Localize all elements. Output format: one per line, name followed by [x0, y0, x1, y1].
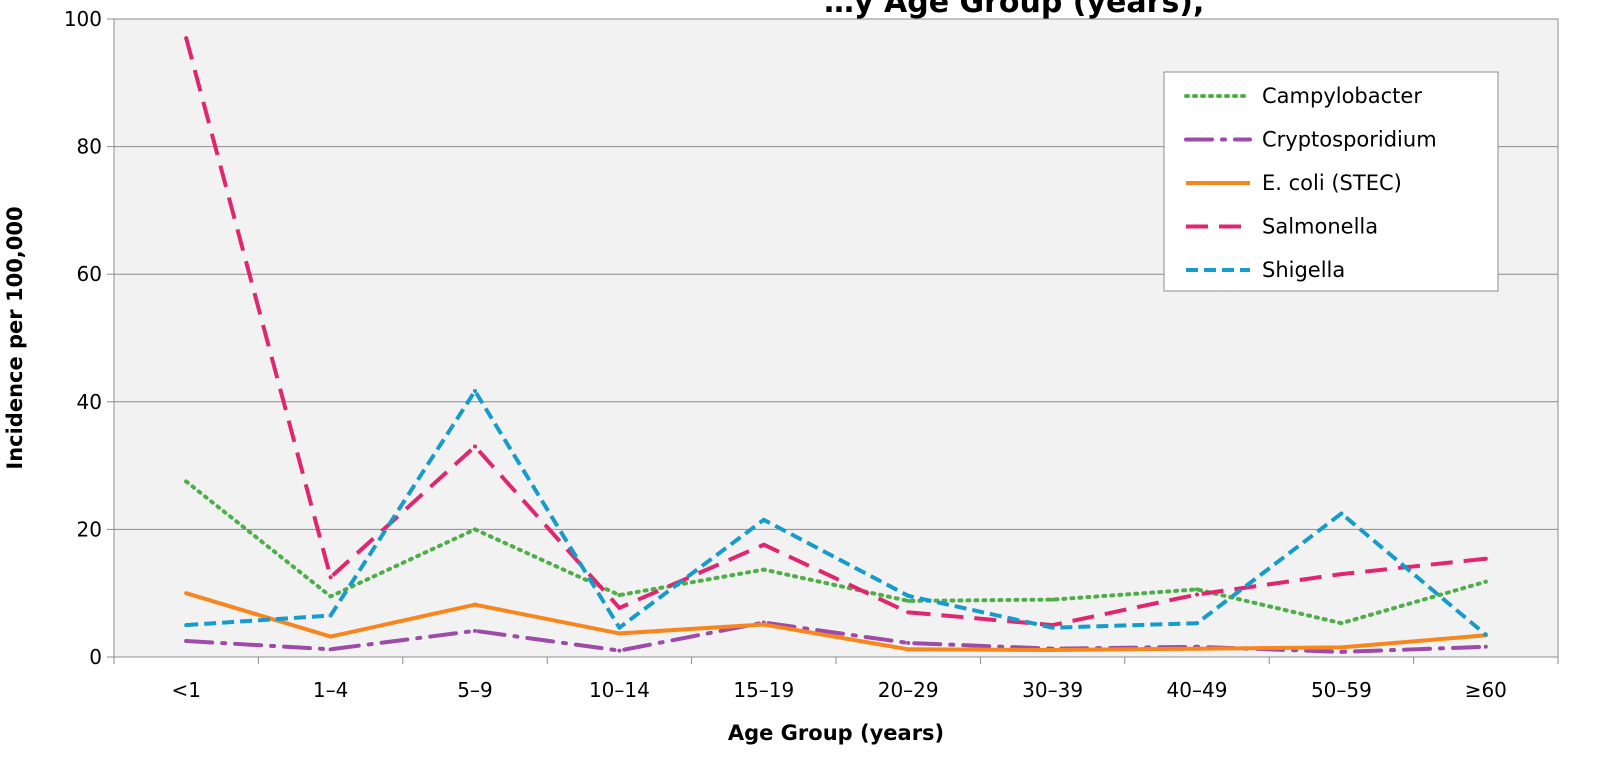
data-point — [1339, 649, 1344, 654]
x-tick-label: 15–19 — [733, 678, 794, 702]
y-axis-title: Incidence per 100,000 — [3, 206, 27, 469]
legend-label: Cryptosporidium — [1262, 128, 1437, 152]
data-point — [1483, 632, 1488, 637]
data-point — [617, 631, 622, 636]
data-point — [1050, 597, 1055, 602]
legend: Campylobacter Cryptosporidium E. coli (STE… — [1163, 71, 1499, 292]
y-tick-label: 20 — [77, 517, 102, 541]
data-point — [328, 647, 333, 652]
legend-label: Campylobacter — [1262, 84, 1422, 108]
data-point — [184, 639, 189, 644]
legend-label: E. coli (STEC) — [1262, 171, 1402, 195]
data-point — [184, 36, 189, 41]
data-point — [1339, 621, 1344, 626]
y-tick-label: 80 — [77, 135, 102, 159]
data-point — [1195, 592, 1199, 597]
x-tick-label: 30–39 — [1022, 678, 1083, 702]
data-point — [473, 388, 477, 393]
x-axis-title: Age Group (years) — [728, 721, 944, 745]
data-point — [1483, 556, 1488, 561]
data-point — [1339, 572, 1344, 577]
x-tick-label: 5–9 — [457, 678, 492, 702]
x-axis-ticks: <1 1–4 5–9 10–14 15–19 20–29 30–39 40–49 50–59 ≥6… — [113, 657, 1559, 702]
x-tick-label: 20–29 — [878, 678, 939, 702]
data-point — [617, 648, 622, 653]
x-tick-label: <1 — [171, 678, 200, 702]
data-point — [328, 613, 333, 618]
data-point — [617, 625, 622, 630]
series-line — [184, 37, 1487, 628]
y-axis-ticks: 0 20 40 60 80 100 — [64, 7, 114, 669]
data-point — [1483, 644, 1488, 649]
chart-title: …y Age Group (years), — [824, 0, 1204, 20]
data-point — [761, 517, 766, 522]
data-point — [906, 598, 911, 603]
x-tick-label: 40–49 — [1167, 678, 1228, 702]
data-point — [328, 634, 333, 639]
data-point — [761, 567, 766, 572]
data-point — [473, 602, 477, 607]
data-point — [184, 623, 189, 628]
data-point — [1195, 587, 1199, 592]
data-point — [184, 479, 189, 484]
data-point — [906, 610, 911, 615]
data-point — [473, 628, 477, 633]
data-point — [328, 575, 333, 580]
data-point — [617, 593, 622, 598]
x-tick-label: ≥60 — [1465, 678, 1507, 702]
series-line — [185, 591, 1486, 652]
data-point — [1339, 511, 1344, 516]
y-tick-label: 100 — [64, 7, 102, 31]
y-tick-label: 40 — [77, 390, 102, 414]
series-line — [186, 389, 1488, 637]
data-point — [906, 647, 911, 652]
data-point — [1195, 646, 1199, 651]
data-point — [906, 593, 911, 598]
x-tick-label: 50–59 — [1311, 678, 1372, 702]
data-point — [761, 622, 766, 627]
data-point — [473, 444, 477, 449]
data-point — [617, 605, 622, 610]
data-point — [1195, 621, 1199, 626]
data-point — [1483, 579, 1488, 584]
series-line — [184, 479, 1488, 626]
data-point — [906, 640, 911, 645]
data-point — [473, 527, 477, 532]
legend-label: Salmonella — [1262, 215, 1378, 239]
y-tick-label: 0 — [89, 645, 102, 669]
data-point — [328, 594, 333, 599]
data-point — [1050, 625, 1055, 630]
x-tick-label: 1–4 — [313, 678, 348, 702]
legend-label: Shigella — [1262, 258, 1345, 282]
data-point — [1339, 645, 1344, 650]
x-tick-label: 10–14 — [589, 678, 650, 702]
series-lines — [184, 36, 1488, 654]
y-tick-label: 60 — [77, 262, 102, 286]
data-point — [761, 542, 766, 547]
data-point — [184, 591, 189, 596]
data-point — [1050, 647, 1055, 652]
